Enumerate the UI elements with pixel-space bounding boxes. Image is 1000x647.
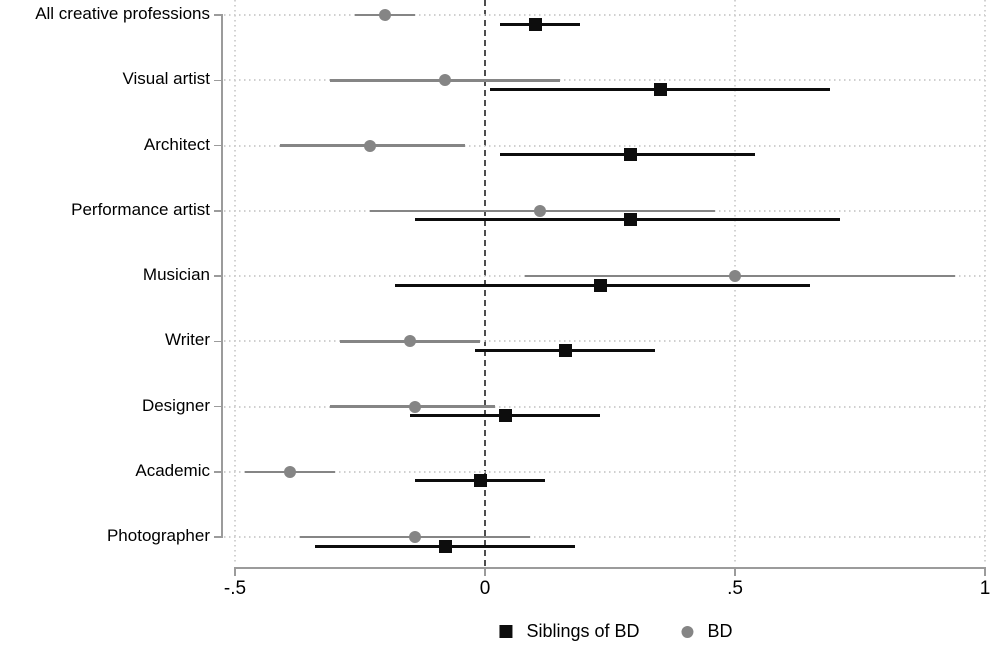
category-label: Architect xyxy=(143,134,210,154)
x-axis-tick xyxy=(234,567,236,576)
category-gridline xyxy=(224,340,985,343)
legend-item-bd: BD xyxy=(681,621,733,642)
x-axis-tick xyxy=(484,567,486,576)
category-tick xyxy=(214,144,223,147)
point-estimate-circle-marker xyxy=(364,139,376,152)
point-estimate-square-marker xyxy=(498,409,512,422)
point-estimate-circle-marker xyxy=(409,531,421,543)
point-estimate-square-marker xyxy=(438,539,452,553)
category-tick xyxy=(214,275,223,277)
legend: Siblings of BD BD xyxy=(499,621,733,642)
category-label: Performance artist xyxy=(71,199,210,219)
legend-label-siblings-of-bd: Siblings of BD xyxy=(526,621,640,641)
point-estimate-square-marker xyxy=(528,17,542,31)
category-gridline xyxy=(224,144,985,147)
x-axis-tick-label: 1 xyxy=(979,578,991,599)
category-gridline xyxy=(224,79,985,82)
category-label: Photographer xyxy=(106,526,210,545)
category-label: Designer xyxy=(141,395,210,415)
category-axis-line xyxy=(221,14,223,538)
category-label: Writer xyxy=(164,330,210,350)
category-label: Musician xyxy=(142,265,210,284)
x-axis-tick xyxy=(734,567,736,576)
category-gridline xyxy=(224,470,985,473)
point-estimate-square-marker xyxy=(623,213,637,227)
legend-square-marker-icon xyxy=(499,625,513,638)
point-estimate-circle-marker xyxy=(284,465,296,478)
point-estimate-circle-marker xyxy=(404,335,416,348)
category-gridline xyxy=(224,536,985,538)
legend-label-bd: BD xyxy=(707,621,733,641)
vertical-gridline xyxy=(234,0,236,562)
legend-item-siblings-of-bd: Siblings of BD xyxy=(499,621,640,642)
x-axis-tick xyxy=(984,567,986,576)
x-axis-tick-label: .5 xyxy=(727,578,743,599)
x-axis-tick-label: 0 xyxy=(479,578,491,599)
point-estimate-circle-marker xyxy=(534,204,546,217)
point-estimate-square-marker xyxy=(473,474,487,488)
category-label: All creative professions xyxy=(35,4,210,23)
category-tick xyxy=(214,405,223,408)
x-axis-tick-label: -.5 xyxy=(223,578,247,599)
legend-circle-marker-icon xyxy=(681,625,694,638)
category-label: Visual artist xyxy=(122,69,210,89)
x-axis-line xyxy=(235,567,986,569)
point-estimate-square-marker xyxy=(558,343,572,357)
point-estimate-square-marker xyxy=(623,148,637,161)
vertical-gridline xyxy=(984,0,986,562)
category-tick xyxy=(214,79,223,81)
point-estimate-circle-marker xyxy=(729,270,741,282)
category-tick xyxy=(214,210,223,212)
point-estimate-circle-marker xyxy=(439,74,451,87)
point-estimate-circle-marker xyxy=(409,400,421,413)
category-tick xyxy=(214,340,223,342)
point-estimate-circle-marker xyxy=(379,9,391,21)
category-tick xyxy=(214,471,223,473)
category-tick xyxy=(214,536,223,538)
category-tick xyxy=(214,14,223,16)
point-estimate-square-marker xyxy=(593,278,607,292)
point-estimate-square-marker xyxy=(653,82,667,96)
category-gridline xyxy=(224,14,985,16)
category-label: Academic xyxy=(135,460,210,480)
category-gridline xyxy=(224,405,985,408)
